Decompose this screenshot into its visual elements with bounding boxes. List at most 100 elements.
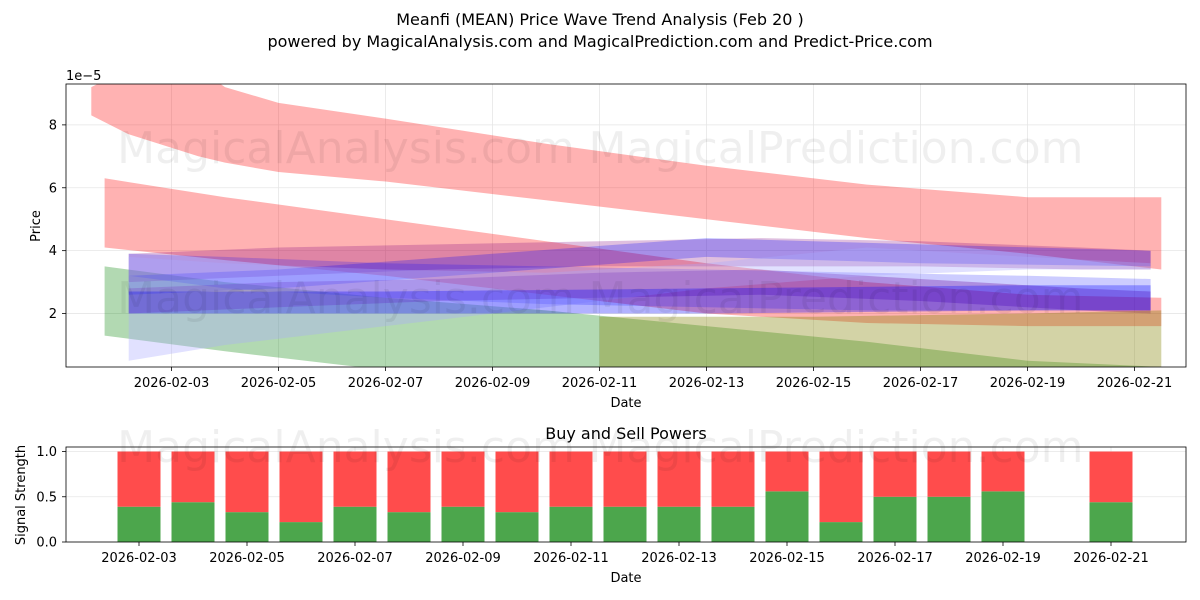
price-x-tick-label: 2026-02-15: [776, 376, 852, 391]
signal-x-tick-label: 2026-02-05: [209, 551, 285, 566]
price-plot-area: [66, 84, 1186, 367]
sell-bar: [927, 451, 971, 497]
price-x-tick-label: 2026-02-17: [883, 376, 959, 391]
sell-bar: [225, 451, 269, 513]
signal-axes-frame: [65, 446, 1187, 543]
price-band-8: [128, 247, 1151, 361]
price-watermarks: MagicalAnalysis.com MagicalPrediction.co…: [117, 123, 1083, 324]
buy-bar: [171, 502, 215, 542]
price-x-tick-label: 2026-02-21: [1097, 376, 1173, 391]
price-band-10: [599, 310, 1162, 367]
buy-bar: [225, 512, 269, 542]
watermark-prediction-mid: MagicalPrediction.com: [589, 273, 1084, 324]
buy-bar: [1089, 502, 1133, 542]
price-bands: [91, 84, 1162, 367]
price-band-7: [128, 238, 1151, 295]
signal-x-ticks: 2026-02-03 2026-02-05 2026-02-07 2026-02-09…: [101, 542, 1149, 566]
buy-bar: [279, 522, 323, 542]
sell-bar: [873, 451, 917, 497]
price-x-tick-label: 2026-02-05: [241, 376, 317, 391]
signal-bars: [117, 451, 1133, 542]
price-band-9: [128, 285, 1151, 314]
signal-x-label: Date: [610, 571, 641, 586]
sell-bar: [549, 451, 593, 507]
signal-x-tick-label: 2026-02-17: [857, 551, 933, 566]
signal-x-tick-label: 2026-02-03: [101, 551, 177, 566]
signal-x-tick-label: 2026-02-13: [641, 551, 717, 566]
price-y-tick-label: 4: [49, 244, 57, 259]
price-axes-frame: [65, 83, 1187, 368]
signal-x-tick-label: 2026-02-07: [317, 551, 393, 566]
price-band-6: [128, 253, 1151, 311]
signal-x-tick-label: 2026-02-21: [1073, 551, 1149, 566]
signal-y-label: Signal Strength: [14, 445, 29, 545]
buy-bar: [549, 506, 593, 542]
watermark-analysis-top: MagicalAnalysis.com: [117, 123, 575, 174]
sell-bar: [171, 451, 215, 503]
watermark-prediction-bottom: MagicalPrediction.com: [589, 422, 1084, 473]
signal-y-tick-label: 1.0: [36, 445, 57, 460]
price-x-tick-label: 2026-02-11: [562, 376, 638, 391]
price-y-ticks: 2 4 6 8: [49, 118, 66, 322]
price-scale-label: 1e−5: [66, 69, 101, 84]
price-x-tick-label: 2026-02-13: [669, 376, 745, 391]
buy-bar: [117, 506, 161, 542]
sell-bar: [1089, 451, 1133, 503]
signal-y-tick-label: 0.0: [36, 536, 57, 551]
price-x-tick-label: 2026-02-19: [990, 376, 1066, 391]
watermark-analysis-mid: MagicalAnalysis.com: [117, 273, 575, 324]
sell-bar: [657, 451, 701, 507]
price-chart: MagicalAnalysis.com MagicalPrediction.co…: [29, 69, 1187, 411]
price-x-tick-label: 2026-02-07: [348, 376, 424, 391]
price-x-label: Date: [610, 396, 641, 411]
buy-bar: [765, 491, 809, 542]
sell-bar: [117, 451, 161, 507]
sell-bar: [333, 451, 377, 507]
sell-bar: [603, 451, 647, 507]
price-band-3: [104, 266, 1162, 367]
signal-y-tick-label: 0.5: [36, 490, 57, 505]
buy-bar: [603, 506, 647, 542]
price-band-4: [128, 238, 1151, 283]
price-band-2: [104, 178, 1162, 327]
signal-y-ticks: 0.0 0.5 1.0: [36, 445, 66, 551]
price-x-tick-label: 2026-02-09: [455, 376, 531, 391]
buy-bar: [819, 522, 863, 542]
sell-bar: [387, 451, 431, 513]
signal-x-tick-label: 2026-02-11: [533, 551, 609, 566]
sell-bar: [279, 451, 323, 523]
sell-bar: [981, 451, 1025, 492]
signal-x-tick-label: 2026-02-19: [965, 551, 1041, 566]
buy-bar: [441, 506, 485, 542]
price-band-1: [91, 84, 1162, 270]
chart-title: Meanfi (MEAN) Price Wave Trend Analysis …: [396, 10, 804, 29]
buy-bar: [387, 512, 431, 542]
signal-title: Buy and Sell Powers: [545, 424, 707, 443]
buy-bar: [873, 496, 917, 542]
sell-bar: [495, 451, 539, 513]
watermark-analysis-bottom: MagicalAnalysis.com: [117, 422, 575, 473]
price-y-tick-label: 2: [49, 307, 57, 322]
price-x-ticks: 2026-02-03 2026-02-05 2026-02-07 2026-02-09…: [134, 367, 1173, 391]
buy-bar: [657, 506, 701, 542]
sell-bar: [765, 451, 809, 492]
price-y-tick-label: 8: [49, 118, 57, 133]
signal-chart: Buy and Sell Powers MagicalAnalysis.com …: [14, 422, 1187, 586]
buy-bar: [711, 506, 755, 542]
signal-watermarks: MagicalAnalysis.com MagicalPrediction.co…: [117, 422, 1083, 473]
price-grid: [66, 84, 1186, 367]
chart-subtitle: powered by MagicalAnalysis.com and Magic…: [267, 32, 932, 51]
signal-x-tick-label: 2026-02-09: [425, 551, 501, 566]
sell-bar: [441, 451, 485, 507]
price-y-tick-label: 6: [49, 181, 57, 196]
buy-bar: [927, 496, 971, 542]
sell-bar: [819, 451, 863, 523]
buy-bar: [333, 506, 377, 542]
watermark-prediction-top: MagicalPrediction.com: [589, 123, 1084, 174]
signal-x-tick-label: 2026-02-15: [749, 551, 825, 566]
price-band-5: [128, 269, 1151, 314]
price-x-tick-label: 2026-02-03: [134, 376, 210, 391]
sell-bar: [711, 451, 755, 507]
price-y-label: Price: [29, 210, 44, 242]
